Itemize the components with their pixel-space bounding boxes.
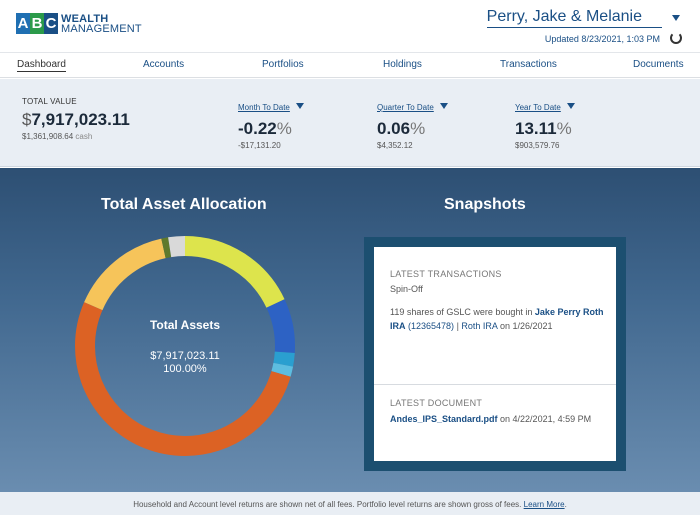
refresh-icon[interactable] [670, 32, 682, 44]
mtd-amount: -$17,131.20 [238, 141, 281, 150]
quarter-to-date-block: Quarter To Date 0.06% $4,352.12 [377, 97, 448, 150]
logo-line-2: MANAGEMENT [61, 22, 142, 35]
learn-more-link[interactable]: Learn More [523, 500, 565, 509]
donut-slice-2[interactable] [75, 236, 295, 456]
chevron-down-icon[interactable] [439, 103, 448, 109]
account-name-link[interactable]: Jake Perry Roth IRA [390, 307, 604, 331]
summary-band: TOTAL VALUE $7,917,023.11 $1,361,908.64 … [0, 79, 700, 167]
footer-period: . [564, 500, 567, 509]
donut-slice-5[interactable] [75, 236, 295, 456]
transaction-description: 119 shares of GSLC were bought in Jake P… [390, 305, 604, 333]
nav-holdings[interactable]: Holdings [383, 59, 422, 70]
total-value-block: TOTAL VALUE $7,917,023.11 $1,361,908.64 … [22, 97, 130, 141]
account-type-link[interactable]: Roth IRA [461, 321, 498, 331]
snapshots-title: Snapshots [444, 196, 526, 213]
donut-center-pct: 100.00% [163, 363, 207, 375]
latest-document: LATEST DOCUMENT Andes_IPS_Standard.pdf o… [390, 398, 604, 426]
document-link[interactable]: Andes_IPS_Standard.pdf [390, 414, 498, 424]
header: A B C WEALTH MANAGEMENT Perry, Jake & Me… [0, 0, 700, 52]
separator: | [454, 321, 462, 331]
qtd-amount: $4,352.12 [377, 141, 413, 150]
fees-note: Household and Account level returns are … [133, 500, 522, 509]
client-selector[interactable]: Perry, Jake & Melanie [486, 7, 662, 28]
currency-symbol: $ [22, 110, 32, 129]
document-description: Andes_IPS_Standard.pdf on 4/22/2021, 4:5… [390, 412, 604, 426]
snapshot-divider [374, 384, 616, 385]
transaction-date: on 1/26/2021 [497, 321, 553, 331]
donut-center: Total Assets $7,917,023.11 100.00% [71, 232, 299, 460]
nav-accounts[interactable]: Accounts [143, 59, 185, 70]
logo-line-1: WEALTH [61, 12, 109, 25]
ytd-pct-sign: % [556, 119, 572, 138]
total-value-label: TOTAL VALUE [22, 97, 77, 106]
year-to-date-block: Year To Date 13.11% $903,579.76 [515, 97, 575, 150]
footer: Household and Account level returns are … [0, 492, 700, 515]
ytd-number: 13.11 [515, 119, 557, 138]
chevron-down-icon[interactable] [295, 103, 304, 109]
transaction-text: 119 shares of GSLC were bought in [390, 307, 535, 317]
latest-transactions: LATEST TRANSACTIONS Spin-Off 119 shares … [390, 269, 604, 333]
ytd-value: 13.11% [515, 119, 575, 139]
account-number-link[interactable]: (12365478) [408, 321, 455, 331]
qtd-number: 0.06 [377, 119, 411, 138]
latest-document-heading: LATEST DOCUMENT [390, 398, 483, 408]
nav-documents[interactable]: Documents [633, 59, 684, 70]
donut-center-value: $7,917,023.11 [150, 350, 220, 362]
total-value-amount: 7,917,023.11 [31, 110, 130, 129]
snapshots-panel: LATEST TRANSACTIONS Spin-Off 119 shares … [364, 237, 626, 471]
logo-letter-c: C [44, 13, 58, 34]
cash-value: $1,361,908.64 [22, 132, 74, 141]
qtd-selector[interactable]: Quarter To Date [377, 97, 448, 115]
cash-label: cash [75, 132, 93, 141]
cash-amount: $1,361,908.64 cash [22, 132, 130, 141]
ytd-amount: $903,579.76 [515, 141, 560, 150]
asset-allocation-donut[interactable] [71, 232, 299, 460]
mtd-selector[interactable]: Month To Date [238, 97, 304, 115]
dashboard-main: Total Asset Allocation Total Assets $7,9… [0, 168, 700, 492]
donut-center-title: Total Assets [149, 318, 221, 332]
month-to-date-block: Month To Date -0.22% -$17,131.20 [238, 97, 304, 150]
nav-dashboard[interactable]: Dashboard [17, 59, 66, 72]
mtd-number: -0.22 [238, 119, 277, 138]
logo-letter-b: B [30, 13, 44, 34]
main-nav: Dashboard Accounts Portfolios Holdings T… [0, 52, 700, 78]
qtd-pct-sign: % [410, 119, 426, 138]
qtd-label[interactable]: Quarter To Date [377, 103, 434, 112]
allocation-title: Total Asset Allocation [101, 196, 267, 213]
ytd-label[interactable]: Year To Date [515, 103, 561, 112]
mtd-pct-sign: % [276, 119, 292, 138]
mtd-label[interactable]: Month To Date [238, 103, 290, 112]
latest-transactions-heading: LATEST TRANSACTIONS [390, 269, 502, 279]
snapshots-card: LATEST TRANSACTIONS Spin-Off 119 shares … [374, 247, 616, 461]
logo-wordmark: WEALTH MANAGEMENT [61, 12, 142, 35]
total-value: $7,917,023.11 [22, 110, 130, 130]
transaction-type: Spin-Off [390, 284, 423, 294]
mtd-value: -0.22% [238, 119, 304, 139]
logo-letter-a: A [16, 13, 30, 34]
chevron-down-icon[interactable] [566, 103, 575, 109]
company-logo[interactable]: A B C WEALTH MANAGEMENT [16, 13, 142, 34]
donut-slice-8[interactable] [75, 236, 295, 456]
qtd-value: 0.06% [377, 119, 448, 139]
chevron-down-icon[interactable] [672, 15, 680, 21]
ytd-selector[interactable]: Year To Date [515, 97, 575, 115]
nav-portfolios[interactable]: Portfolios [262, 59, 304, 70]
document-date: on 4/22/2021, 4:59 PM [497, 414, 592, 424]
nav-transactions[interactable]: Transactions [500, 59, 557, 70]
last-updated-text: Updated 8/23/2021, 1:03 PM [544, 34, 660, 44]
